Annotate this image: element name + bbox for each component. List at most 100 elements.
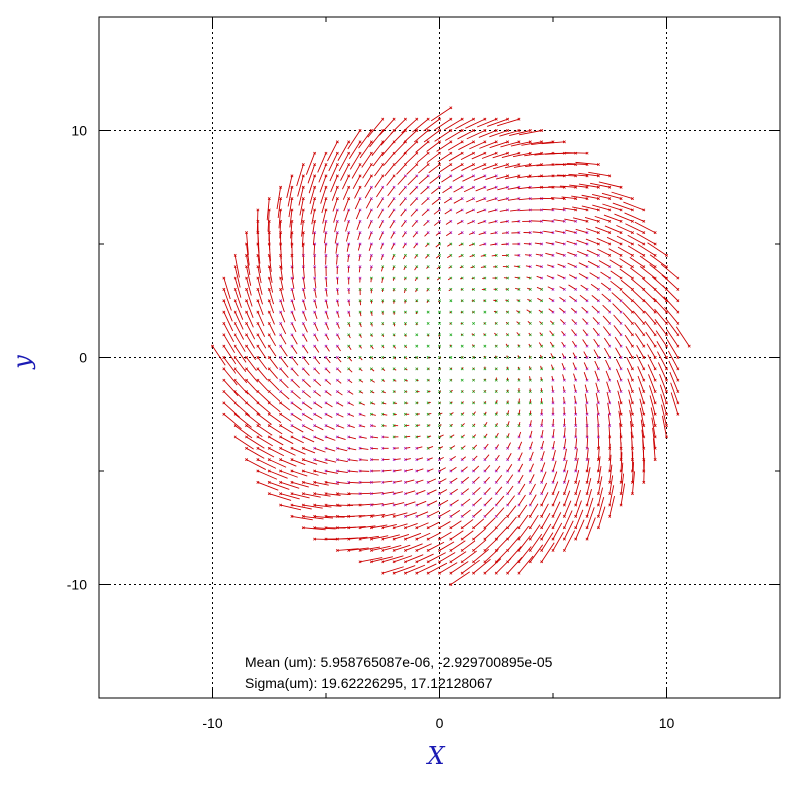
vector-arrow bbox=[348, 368, 353, 373]
vector-arrow bbox=[614, 336, 622, 347]
vector-arrow bbox=[620, 483, 626, 506]
vector-arrow bbox=[473, 539, 487, 551]
vector-arrow bbox=[433, 209, 440, 215]
vector-arrow bbox=[364, 175, 372, 188]
point-marker bbox=[551, 344, 555, 348]
vector-arrow bbox=[597, 465, 602, 483]
point-marker bbox=[222, 310, 226, 314]
vector-arrow bbox=[473, 411, 476, 415]
vector-arrow bbox=[441, 175, 452, 183]
vector-arrow bbox=[354, 187, 361, 199]
vector-arrow bbox=[278, 209, 282, 229]
point-marker bbox=[279, 401, 283, 405]
vector-arrow bbox=[528, 343, 531, 347]
vector-arrow bbox=[416, 457, 424, 461]
vector-arrow bbox=[302, 311, 307, 321]
vector-arrow bbox=[348, 402, 354, 406]
vector-arrow bbox=[430, 107, 452, 122]
vector-arrow bbox=[439, 467, 446, 472]
vector-arrow bbox=[604, 225, 622, 234]
vector-arrow bbox=[561, 353, 565, 358]
vector-arrow bbox=[616, 235, 633, 245]
vector-arrow bbox=[359, 345, 362, 349]
vector-arrow bbox=[336, 345, 341, 352]
point-marker bbox=[415, 333, 419, 337]
vector-arrow bbox=[581, 306, 588, 313]
point-marker bbox=[392, 367, 396, 371]
vector-arrow bbox=[325, 425, 335, 430]
vector-arrow bbox=[649, 254, 667, 268]
vector-arrow bbox=[548, 308, 554, 313]
vector-arrow bbox=[413, 130, 429, 143]
vector-arrow bbox=[552, 481, 559, 494]
vector-arrow bbox=[382, 413, 388, 416]
point-marker bbox=[438, 310, 441, 314]
point-marker bbox=[335, 378, 339, 382]
y-axis-title: y bbox=[8, 355, 36, 370]
vector-arrow bbox=[484, 464, 491, 472]
vector-arrow bbox=[364, 187, 372, 199]
vector-arrow bbox=[370, 277, 372, 283]
vector-arrow bbox=[518, 452, 523, 460]
vector-arrow bbox=[592, 317, 599, 324]
vector-arrow bbox=[439, 552, 456, 563]
vector-arrow bbox=[581, 205, 599, 211]
vector-arrow bbox=[552, 501, 561, 517]
vector-arrow bbox=[325, 300, 329, 309]
vector-arrow bbox=[612, 303, 622, 313]
vector-arrow bbox=[540, 354, 543, 358]
vector-arrow bbox=[303, 527, 326, 531]
point-marker bbox=[335, 435, 339, 439]
vector-arrow bbox=[412, 232, 418, 238]
vector-arrow bbox=[291, 300, 296, 311]
point-marker bbox=[392, 412, 396, 416]
vector-arrow bbox=[529, 494, 537, 506]
vector-arrow bbox=[333, 209, 338, 223]
vector-arrow bbox=[588, 171, 610, 177]
vector-arrow bbox=[661, 404, 667, 426]
point-marker bbox=[438, 321, 441, 325]
point-marker bbox=[279, 446, 283, 450]
vector-arrow bbox=[605, 370, 611, 381]
vector-arrow bbox=[312, 221, 316, 235]
vector-arrow bbox=[644, 310, 656, 324]
vector-arrow bbox=[223, 368, 238, 386]
vector-arrow bbox=[505, 299, 508, 302]
vector-arrow bbox=[393, 368, 397, 371]
vector-arrow bbox=[586, 497, 594, 517]
vector-arrow bbox=[597, 496, 605, 517]
vector-arrow bbox=[598, 181, 622, 188]
vector-arrow bbox=[359, 413, 366, 417]
point-marker bbox=[596, 287, 600, 291]
vector-arrow bbox=[371, 357, 374, 360]
vector-arrow bbox=[212, 345, 226, 366]
vector-arrow bbox=[359, 525, 376, 529]
vector-arrow bbox=[495, 526, 508, 540]
vector-arrow bbox=[562, 374, 565, 381]
point-marker bbox=[279, 321, 283, 325]
vector-arrow bbox=[325, 357, 331, 364]
vector-arrow bbox=[442, 186, 452, 194]
vector-arrow bbox=[461, 412, 465, 415]
vector-arrow bbox=[439, 521, 451, 529]
vector-arrow bbox=[580, 284, 588, 290]
vector-arrow bbox=[569, 295, 576, 302]
point-marker bbox=[392, 503, 396, 507]
vector-arrow bbox=[393, 379, 397, 382]
vector-arrow bbox=[590, 283, 599, 290]
vector-arrow bbox=[669, 371, 679, 392]
vector-arrow bbox=[616, 224, 633, 234]
vector-arrow bbox=[586, 448, 589, 460]
point-marker bbox=[653, 458, 657, 462]
vector-arrow bbox=[476, 118, 497, 128]
vector-arrow bbox=[323, 232, 327, 244]
vector-arrow bbox=[620, 452, 623, 472]
vector-arrow bbox=[257, 357, 268, 370]
vector-arrow bbox=[360, 503, 374, 506]
point-marker bbox=[528, 344, 532, 348]
vector-arrow bbox=[311, 209, 316, 225]
vector-arrow bbox=[337, 141, 350, 161]
vector-arrow bbox=[342, 187, 350, 200]
vector-arrow bbox=[257, 368, 268, 381]
vector-arrow bbox=[662, 285, 679, 302]
